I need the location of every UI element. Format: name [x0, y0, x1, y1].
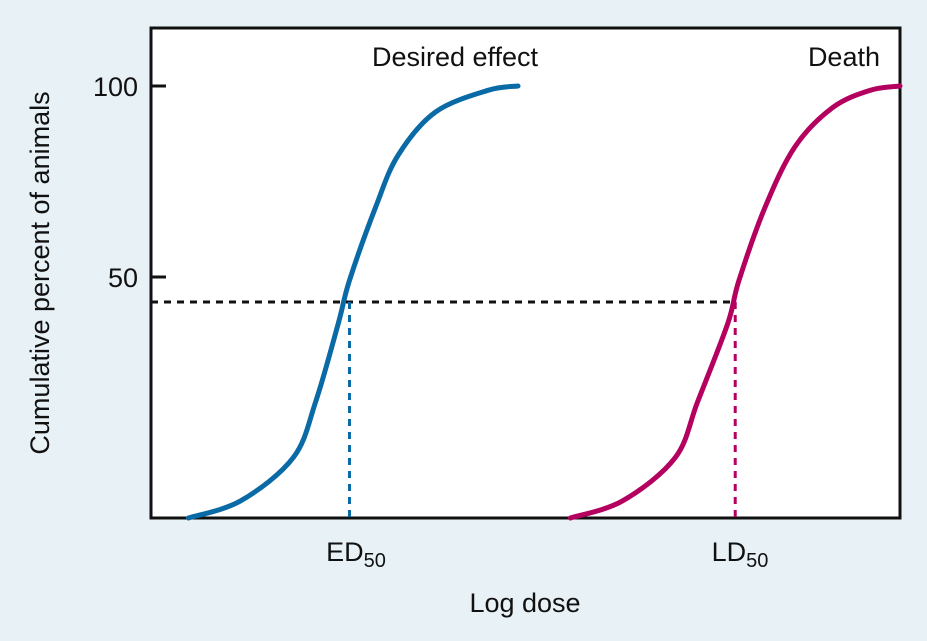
plot-frame — [149, 26, 902, 520]
y-tick-label-50: 50 — [108, 263, 138, 293]
death-curve — [567, 83, 903, 521]
series-label-death: Death — [808, 42, 880, 72]
ed50-label-sub: 50 — [364, 550, 386, 572]
ld50-label-base: LD — [712, 537, 747, 567]
y-axis-label: Cumulative percent of animals — [25, 91, 55, 454]
series-label-desired-effect: Desired effect — [372, 42, 539, 72]
ld50-label-sub: 50 — [746, 550, 768, 572]
x-axis-label: Log dose — [469, 588, 580, 618]
ed50-label: ED50 — [326, 537, 386, 572]
ed50-label-base: ED — [326, 537, 364, 567]
desired-effect-curve — [185, 83, 521, 521]
ld50-label: LD50 — [712, 537, 769, 572]
y-tick-label-100: 100 — [93, 72, 138, 102]
